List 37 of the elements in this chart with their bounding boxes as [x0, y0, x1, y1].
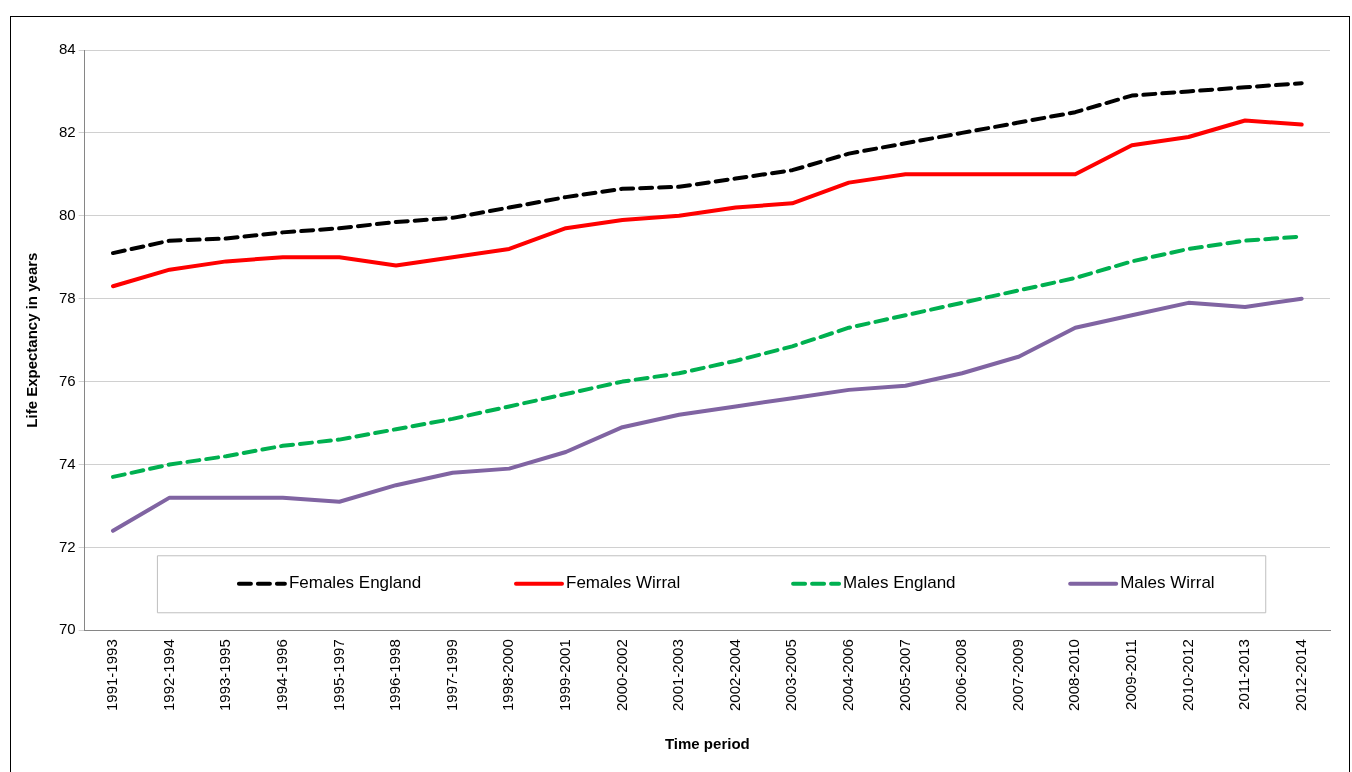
legend-label: Females Wirral	[566, 573, 681, 593]
y-tick-label: 80	[59, 205, 76, 223]
x-tick-label: 2010-2012	[1178, 639, 1196, 711]
y-tick-label: 74	[59, 454, 76, 472]
y-tick-label: 76	[59, 371, 76, 389]
legend-label: Females England	[288, 573, 422, 593]
x-tick-label: 2003-2005	[782, 639, 800, 711]
x-tick-label: 2012-2014	[1291, 639, 1309, 711]
x-tick-label: 2005-2007	[895, 639, 913, 711]
x-tick-label: 2008-2010	[1065, 639, 1083, 711]
x-tick-label: 1997-1999	[442, 639, 460, 711]
x-tick-label: 2006-2008	[952, 639, 970, 711]
legend-label: Males Wirral	[1120, 573, 1215, 593]
y-tick-label: 78	[59, 288, 76, 306]
x-tick-label: 1995-1997	[329, 639, 347, 711]
y-axis-title: Life Expectancy in years	[23, 252, 41, 428]
legend-label: Males England	[843, 573, 956, 593]
y-tick-label: 72	[59, 537, 76, 555]
x-tick-label: 2001-2003	[669, 639, 687, 711]
x-tick-label: 1996-1998	[386, 639, 404, 711]
y-tick-label: 84	[59, 40, 76, 58]
x-tick-label: 1991-1993	[103, 639, 121, 711]
x-tick-label: 2007-2009	[1008, 639, 1026, 711]
x-tick-label: 1992-1994	[159, 639, 177, 711]
x-tick-label: 1999-2001	[555, 639, 573, 711]
x-axis-title: Time period	[664, 735, 750, 753]
x-tick-label: 2002-2004	[725, 639, 743, 711]
y-tick-label: 82	[59, 123, 76, 141]
x-tick-label: 2011-2013	[1235, 639, 1253, 710]
x-tick-label: 1994-1996	[272, 639, 290, 711]
y-tick-label: 70	[59, 620, 76, 638]
line-series	[110, 81, 1304, 256]
x-tick-label: 2000-2002	[612, 639, 630, 711]
x-tick-label: 2004-2006	[839, 639, 856, 711]
x-tick-label: 2009-2011	[1122, 639, 1140, 710]
x-tick-label: 1993-1995	[216, 639, 234, 711]
x-tick-label: 1998-2000	[499, 639, 517, 711]
